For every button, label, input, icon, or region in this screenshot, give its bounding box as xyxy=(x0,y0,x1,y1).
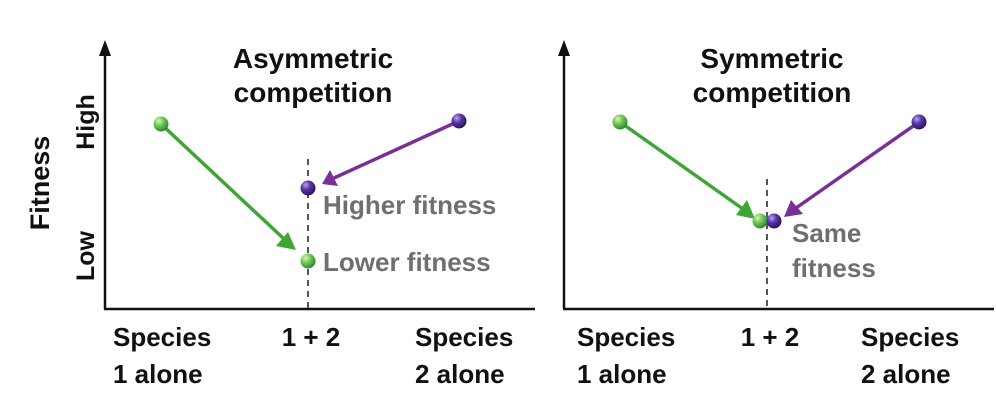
x-tick-species2-line1: Species xyxy=(861,322,959,352)
annotation-lower-fitness: Lower fitness xyxy=(323,247,491,277)
species2-arrowhead xyxy=(784,200,803,217)
panel-title-line-1: Asymmetric xyxy=(233,43,393,74)
x-tick-species1-line2: 1 alone xyxy=(113,359,203,389)
species1-combined-point xyxy=(752,213,768,229)
y-tick-low: Low xyxy=(72,230,100,281)
species2-arrow-line xyxy=(794,120,921,210)
annotation-higher-fitness: Higher fitness xyxy=(323,190,496,220)
species2-alone-point xyxy=(911,114,927,130)
y-tick-high: High xyxy=(72,94,100,150)
species2-alone-point xyxy=(451,113,467,129)
y-axis-labels: Fitness High Low xyxy=(25,94,100,281)
y-axis-arrowhead xyxy=(558,40,570,56)
x-tick-species1-line1: Species xyxy=(113,322,211,352)
x-tick-species2-line2: 2 alone xyxy=(415,359,505,389)
panel-symmetric: Symmetric competition Same fitness Speci… xyxy=(558,40,994,389)
x-tick-species1-line1: Species xyxy=(577,322,675,352)
annotation-same-line2: fitness xyxy=(792,253,876,283)
panel-title-line-2: competition xyxy=(693,77,852,108)
x-tick-species2-line1: Species xyxy=(415,322,513,352)
annotation-same-line1: Same xyxy=(792,218,861,248)
x-tick-species2-line2: 2 alone xyxy=(861,359,951,389)
species2-arrowhead xyxy=(322,170,338,186)
y-axis-arrowhead xyxy=(99,40,111,56)
x-tick-combined: 1 + 2 xyxy=(741,322,800,352)
species2-combined-point xyxy=(766,213,782,229)
species2-combined-point xyxy=(300,180,316,196)
species1-arrowhead xyxy=(736,200,755,219)
species1-alone-point xyxy=(612,114,628,130)
species2-arrow-line xyxy=(333,119,460,180)
panel-title-line-1: Symmetric xyxy=(700,43,843,74)
species1-arrow-line xyxy=(159,122,285,240)
species1-combined-point xyxy=(300,253,316,269)
species1-arrow-line xyxy=(618,120,745,211)
species1-arrowhead xyxy=(276,232,296,250)
y-axis-label: Fitness xyxy=(25,136,55,231)
panel-asymmetric: Asymmetric competition Higher fitness Lo… xyxy=(99,40,535,389)
panel-title-line-2: competition xyxy=(234,77,393,108)
species1-alone-point xyxy=(153,116,169,132)
x-tick-combined: 1 + 2 xyxy=(282,322,341,352)
x-tick-species1-line2: 1 alone xyxy=(577,359,667,389)
